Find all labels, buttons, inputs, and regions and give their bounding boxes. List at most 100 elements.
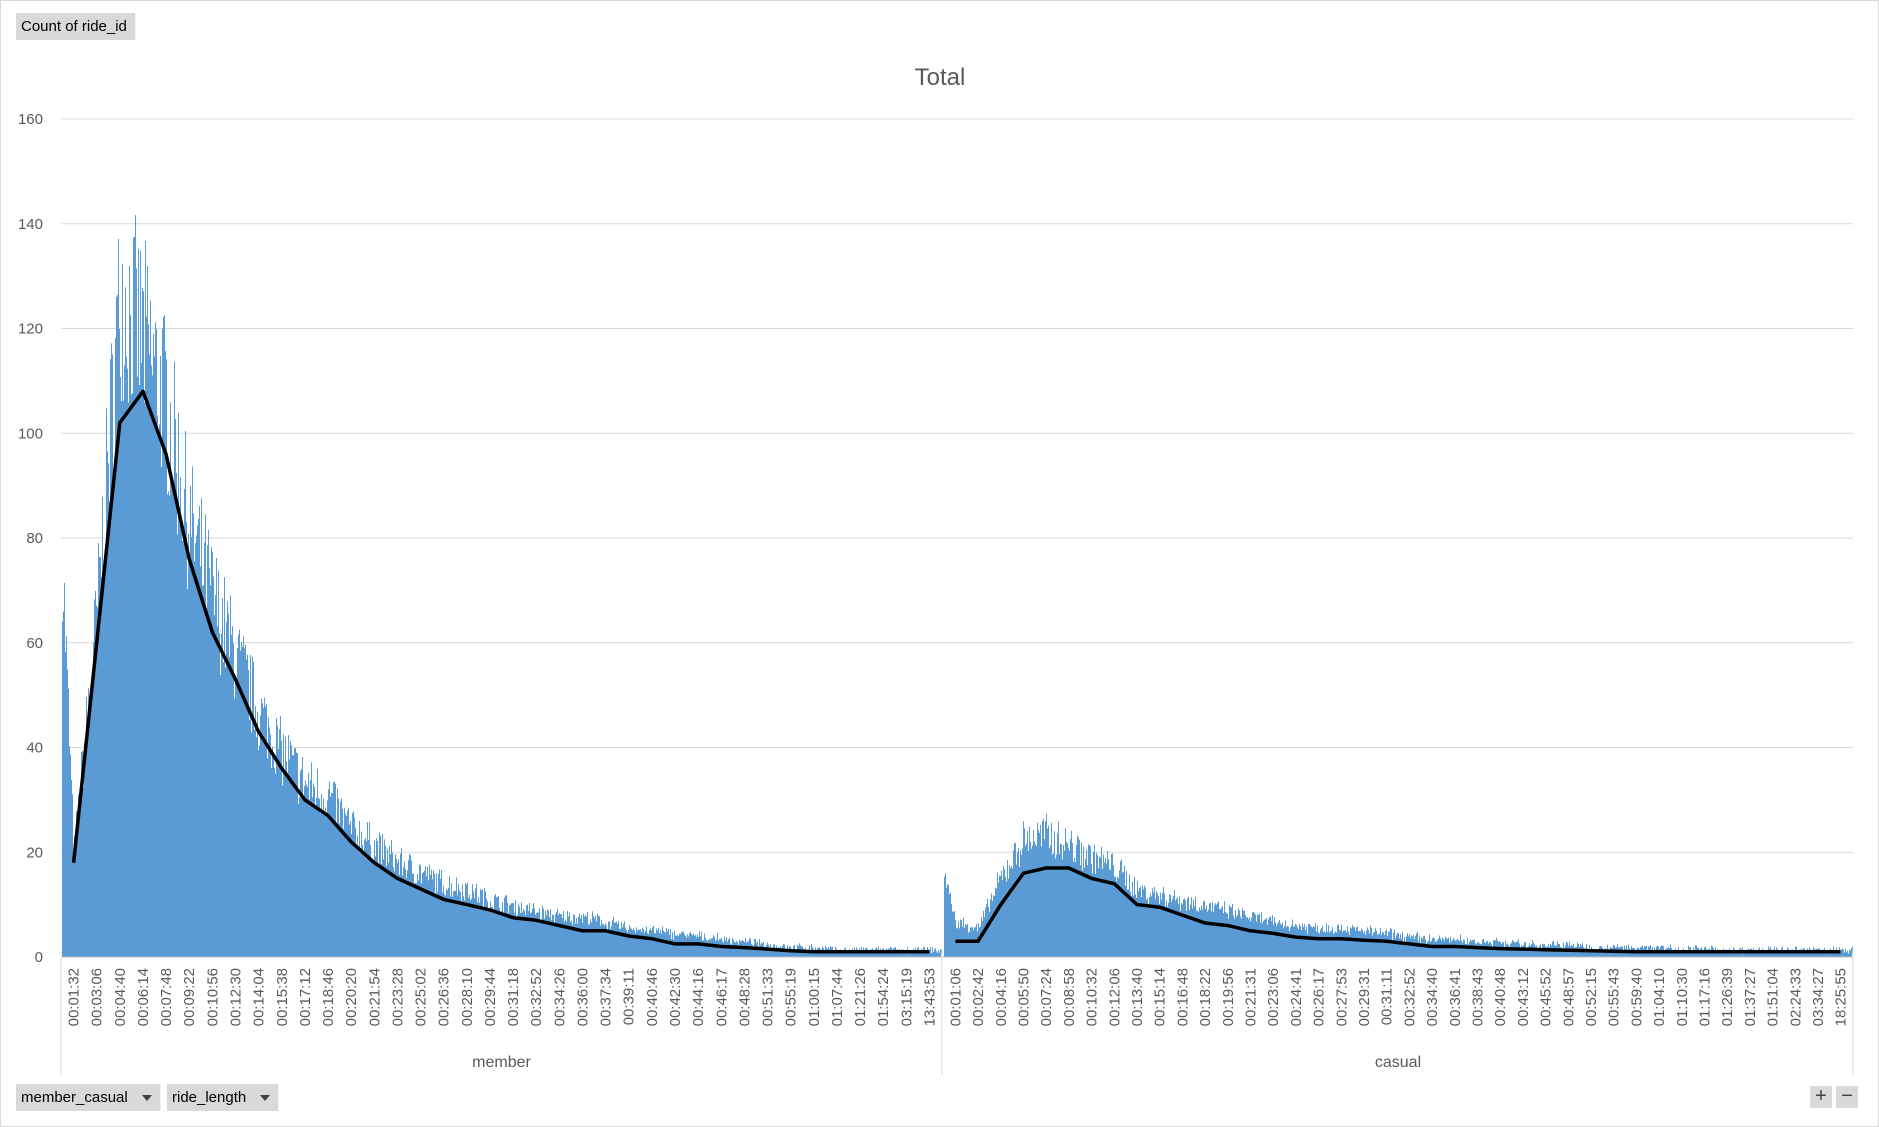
x-tick-label: 01:51:04: [1765, 968, 1782, 1026]
x-tick-label: 00:23:28: [389, 968, 406, 1026]
dropdown-arrow-icon: [141, 1095, 152, 1102]
x-tick-label: 00:15:14: [1152, 968, 1169, 1026]
x-tick-label: 00:32:52: [528, 968, 545, 1026]
x-tick-label: 00:42:30: [667, 968, 684, 1026]
gridlines: [61, 118, 1853, 853]
x-tick-label: 00:24:41: [1288, 968, 1305, 1026]
x-tick-label: 00:04:16: [993, 968, 1010, 1026]
ride-length-field-button[interactable]: ride_length: [167, 1084, 280, 1111]
x-tick-label: 18:25:55: [1833, 968, 1850, 1026]
x-tick-label: 00:17:12: [297, 968, 314, 1026]
x-tick-label: 00:34:40: [1424, 968, 1441, 1026]
x-tick-label: 00:55:43: [1606, 968, 1623, 1026]
category-label-member: member: [472, 1054, 531, 1071]
chart-title: Total: [915, 64, 966, 91]
x-tick-label: 00:07:24: [1038, 968, 1055, 1026]
x-tick-label: 00:12:30: [227, 968, 244, 1026]
x-tick-label: 00:14:04: [251, 968, 268, 1026]
y-tick-label: 20: [26, 844, 43, 861]
x-tick-label: 01:26:39: [1719, 968, 1736, 1026]
x-tick-label: 00:27:53: [1333, 968, 1350, 1026]
x-tick-label: 00:19:56: [1220, 968, 1237, 1026]
x-tick-label: 00:26:36: [436, 968, 453, 1026]
x-tick-label: 01:04:10: [1651, 968, 1668, 1026]
casual-bars: [944, 813, 1853, 957]
minus-icon: −: [1841, 1085, 1853, 1107]
value-field-label: Count of ride_id: [21, 18, 127, 35]
x-tick-label: 00:25:02: [413, 968, 430, 1026]
x-axis: 00:01:32 00:03:06 00:04:40 00:06:14 00:07:48…: [60, 956, 1854, 1075]
y-tick-label: 80: [26, 530, 43, 547]
x-tick-label: 01:54:24: [875, 968, 892, 1026]
y-tick-label: 60: [26, 635, 43, 652]
x-tick-label: 00:16:48: [1174, 968, 1191, 1026]
trendline-series: [71, 389, 1841, 954]
x-tick-label: 01:21:26: [852, 968, 869, 1026]
x-tick-label: 00:04:40: [112, 968, 129, 1026]
x-tick-label: 00:07:48: [158, 968, 175, 1026]
x-tick-label: 01:07:44: [829, 968, 846, 1026]
x-tick-label: 00:48:57: [1560, 968, 1577, 1026]
y-tick-label: 140: [18, 216, 43, 233]
y-tick-label: 160: [18, 111, 43, 128]
x-tick-label: 00:10:32: [1084, 968, 1101, 1026]
x-tick-label: 00:09:22: [181, 968, 198, 1026]
ride-length-field-label: ride_length: [172, 1089, 247, 1106]
x-tick-label: 00:31:18: [505, 968, 522, 1026]
x-tick-label: 00:34:26: [551, 968, 568, 1026]
x-tick-label: 00:52:15: [1583, 968, 1600, 1026]
x-tick-label: 00:55:19: [783, 968, 800, 1026]
x-tick-label: 00:29:31: [1356, 968, 1373, 1026]
x-tick-label: 00:12:06: [1106, 968, 1123, 1026]
x-tick-label: 00:43:12: [1515, 968, 1532, 1026]
x-tick-label: 00:26:17: [1311, 968, 1328, 1026]
x-tick-label: 01:10:30: [1674, 968, 1691, 1026]
x-tick-label: 00:10:56: [204, 968, 221, 1026]
x-tick-label: 00:29:44: [482, 968, 499, 1026]
x-tick-label: 00:37:34: [598, 968, 615, 1026]
x-tick-label: 01:17:16: [1696, 968, 1713, 1026]
x-tick-label: 00:36:00: [574, 968, 591, 1026]
x-tick-label: 01:37:27: [1742, 968, 1759, 1026]
x-tick-label: 01:00:15: [806, 968, 823, 1026]
x-tick-label: 00:18:46: [320, 968, 337, 1026]
collapse-field-button[interactable]: −: [1836, 1086, 1858, 1108]
x-tick-label: 00:51:33: [760, 968, 777, 1026]
x-tick-label: 00:45:52: [1538, 968, 1555, 1026]
x-tick-label: 00:02:42: [970, 968, 987, 1026]
x-tick-label: 00:48:28: [736, 968, 753, 1026]
x-tick-label: 00:31:11: [1379, 968, 1396, 1025]
x-tick-label: 00:15:38: [274, 968, 291, 1026]
x-tick-label: 00:23:06: [1265, 968, 1282, 1026]
x-tick-label: 03:34:27: [1810, 968, 1827, 1026]
x-tick-label: 00:01:32: [66, 968, 83, 1026]
x-tick-label: 00:01:06: [947, 968, 964, 1026]
x-tick-label: 00:39:11: [621, 968, 638, 1025]
x-tick-label: 00:32:52: [1401, 968, 1418, 1026]
y-tick-label: 120: [18, 321, 43, 338]
x-tick-label: 00:40:48: [1492, 968, 1509, 1026]
x-tick-label: 00:20:20: [343, 968, 360, 1026]
x-tick-label: 00:08:58: [1061, 968, 1078, 1026]
x-tick-label: 03:15:19: [898, 968, 915, 1026]
dropdown-arrow-icon: [260, 1095, 271, 1102]
x-tick-label: 00:13:40: [1129, 968, 1146, 1026]
x-tick-label: 13:43:53: [921, 968, 938, 1026]
x-tick-label: 00:21:31: [1242, 968, 1259, 1026]
x-tick-label: 02:24:33: [1787, 968, 1804, 1026]
expand-field-button[interactable]: +: [1810, 1086, 1832, 1108]
member-bars: [62, 215, 942, 957]
member-trendline: [71, 389, 930, 954]
value-field-button[interactable]: Count of ride_id: [16, 13, 136, 40]
x-tick-label: 00:18:22: [1197, 968, 1214, 1026]
member-casual-field-label: member_casual: [21, 1089, 128, 1106]
member-casual-field-button[interactable]: member_casual: [16, 1084, 161, 1111]
x-tick-label: 00:28:10: [459, 968, 476, 1026]
x-tick-label: 00:59:40: [1628, 968, 1645, 1026]
x-tick-label: 00:40:46: [644, 968, 661, 1026]
x-tick-label: 00:38:43: [1469, 968, 1486, 1026]
plus-icon: +: [1815, 1085, 1827, 1107]
x-tick-label: 00:46:17: [713, 968, 730, 1026]
y-tick-label: 100: [18, 425, 43, 442]
